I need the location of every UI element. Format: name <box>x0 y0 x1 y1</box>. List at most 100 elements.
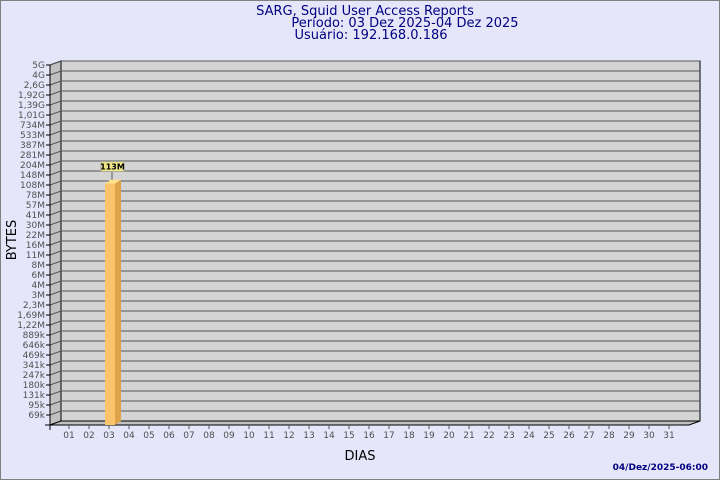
x-tick-label: 28 <box>603 431 615 441</box>
x-tick-label: 27 <box>583 431 594 441</box>
x-tick-label: 02 <box>83 431 94 441</box>
x-tick-label: 17 <box>383 431 394 441</box>
y-tick-label: 78M <box>26 191 45 201</box>
x-tick-label: 07 <box>183 431 194 441</box>
y-tick-label: 1,69M <box>17 311 45 321</box>
x-tick-label: 26 <box>563 431 575 441</box>
y-axis-label: BYTES <box>5 220 20 261</box>
y-tick-label: 4M <box>32 281 46 291</box>
gridline-side <box>49 360 62 366</box>
y-tick-label: 1,92G <box>18 91 45 101</box>
x-tick-label: 08 <box>203 431 215 441</box>
chart-subtitle-period: Período: 03 Dez 2025-04 Dez 2025 <box>291 16 518 31</box>
y-tick-label: 11M <box>26 251 45 261</box>
gridline-side <box>49 350 62 356</box>
gridline-side <box>49 370 62 376</box>
gridline-side <box>49 170 62 176</box>
gridline-side <box>49 100 62 106</box>
y-tick-label: 6M <box>32 271 46 281</box>
gridline-side <box>49 230 62 236</box>
gridline-side <box>49 90 62 96</box>
y-tick-label: 69k <box>28 411 45 421</box>
x-tick-label: 30 <box>643 431 655 441</box>
gridline-side <box>49 60 62 66</box>
y-tick-label: 4G <box>32 71 45 81</box>
data-label: 113M <box>100 163 125 172</box>
y-tick-label: 108M <box>20 181 45 191</box>
gridline-side <box>49 260 62 266</box>
gridline-side <box>49 80 62 86</box>
y-tick-label: 57M <box>26 201 45 211</box>
y-tick-label: 469k <box>23 351 46 361</box>
gridline-side <box>49 120 62 126</box>
gridline-side <box>49 300 62 306</box>
gridline-side <box>49 280 62 286</box>
gridline-side <box>49 150 62 156</box>
y-tick-label: 131k <box>23 391 46 401</box>
y-tick-label: 1,39G <box>18 101 45 111</box>
y-tick-label: 734M <box>20 121 45 131</box>
y-tick-label: 5G <box>32 61 45 71</box>
gridline-side <box>49 290 62 296</box>
x-axis-label: DIAS <box>345 449 376 464</box>
y-tick-label: 1,22M <box>17 321 45 331</box>
gridline-side <box>49 390 62 396</box>
x-tick-label: 31 <box>663 431 674 441</box>
x-tick-label: 13 <box>303 431 314 441</box>
x-tick-label: 11 <box>263 431 274 441</box>
y-tick-label: 341k <box>23 361 46 371</box>
y-tick-label: 2,3M <box>23 301 45 311</box>
x-tick-label: 20 <box>443 431 455 441</box>
y-tick-label: 95k <box>28 401 45 411</box>
gridline-side <box>49 240 62 246</box>
x-tick-label: 03 <box>103 431 114 441</box>
y-tick-label: 41M <box>26 211 45 221</box>
y-tick-label: 22M <box>26 231 45 241</box>
chart-subtitle-user: Usuário: 192.168.0.186 <box>294 28 447 43</box>
y-tick-label: 1,01G <box>18 111 45 121</box>
floor <box>49 420 701 426</box>
y-tick-label: 646k <box>23 341 46 351</box>
gridline-side <box>49 340 62 346</box>
report-timestamp: 04/Dez/2025-06:00 <box>613 463 708 473</box>
gridline-side <box>49 270 62 276</box>
gridline-side <box>49 130 62 136</box>
bar-top-day-03 <box>105 179 121 184</box>
x-tick-label: 16 <box>363 431 375 441</box>
y-tick-label: 281M <box>20 151 45 161</box>
gridline-side <box>49 210 62 216</box>
x-tick-label: 29 <box>623 431 635 441</box>
x-tick-label: 25 <box>543 431 554 441</box>
x-tick-label: 23 <box>503 431 514 441</box>
y-tick-label: 16M <box>26 241 45 251</box>
gridline-side <box>49 190 62 196</box>
gridline-side <box>49 320 62 326</box>
x-tick-label: 19 <box>423 431 435 441</box>
x-tick-label: 14 <box>323 431 335 441</box>
x-tick-label: 22 <box>483 431 494 441</box>
y-tick-label: 533M <box>20 131 45 141</box>
x-tick-label: 09 <box>223 431 235 441</box>
chart-title: SARG, Squid User Access Reports <box>256 4 474 19</box>
x-tick-label: 05 <box>143 431 154 441</box>
y-tick-label: 180k <box>23 381 46 391</box>
x-tick-label: 10 <box>243 431 255 441</box>
gridline-side <box>49 330 62 336</box>
y-tick-label: 889k <box>23 331 46 341</box>
y-tick-label: 8M <box>32 261 46 271</box>
y-tick-label: 3M <box>32 291 46 301</box>
y-tick-label: 148M <box>20 171 45 181</box>
bar-side-day-03 <box>115 179 121 425</box>
gridline-side <box>49 220 62 226</box>
y-tick-label: 387M <box>20 141 45 151</box>
x-tick-label: 12 <box>283 431 294 441</box>
gridline-side <box>49 110 62 116</box>
gridline-side <box>49 180 62 186</box>
x-tick-label: 15 <box>343 431 354 441</box>
y-tick-label: 2,6G <box>24 81 45 91</box>
y-tick-label: 30M <box>26 221 45 231</box>
x-tick-label: 18 <box>403 431 415 441</box>
gridline-side <box>49 250 62 256</box>
gridline-side <box>49 70 62 76</box>
